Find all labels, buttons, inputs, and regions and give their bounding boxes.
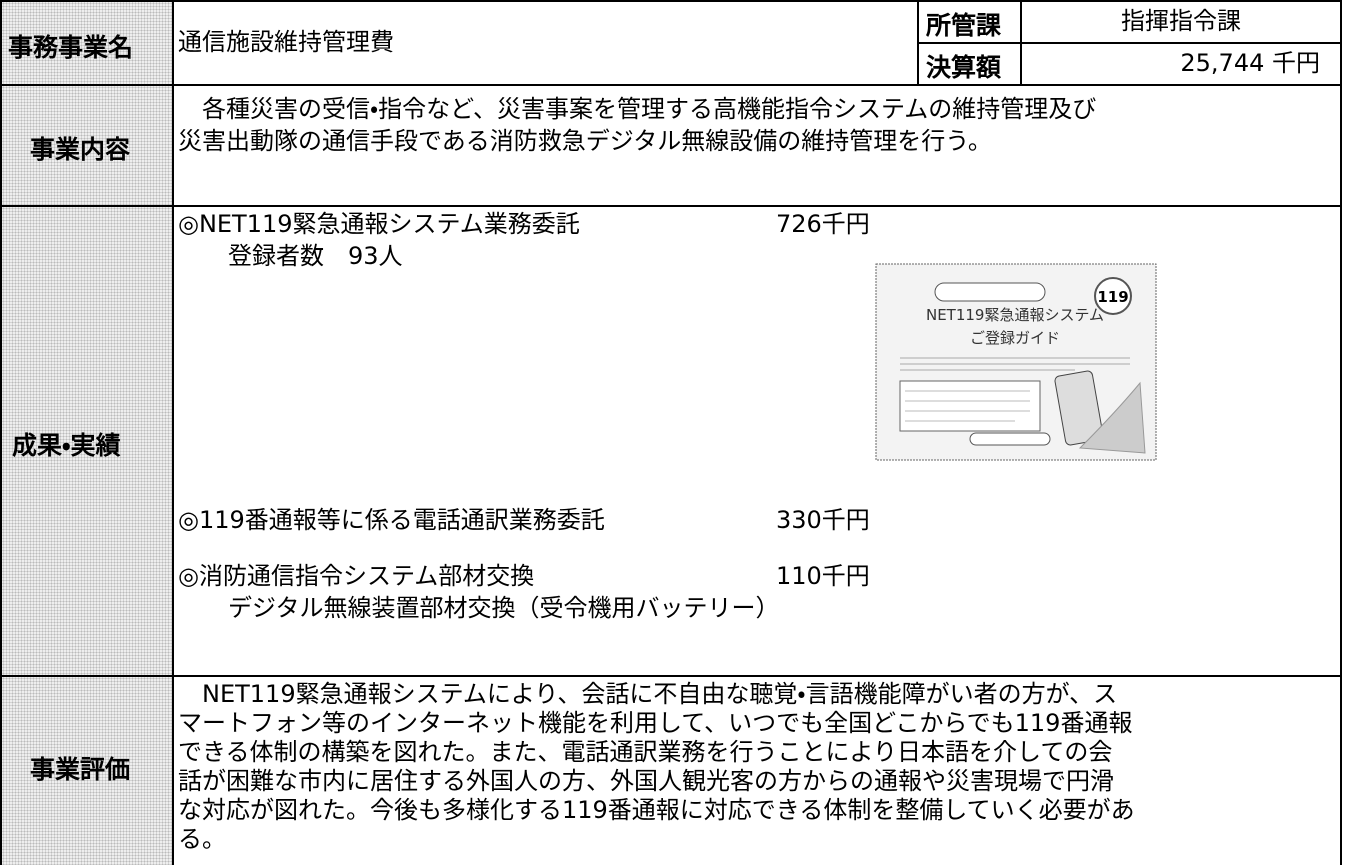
evaluation-line: 話が困難な市内に居住する外国人の方、外国人観光客の方からの通報や災害現場で円滑: [178, 767, 1114, 795]
dept: 指揮指令課: [1121, 7, 1241, 35]
label-cell: [0, 84, 174, 207]
item-title: ◎NET119緊急通報システム業務委託: [178, 210, 580, 238]
label-cell: [0, 205, 174, 677]
label-cell: [0, 675, 174, 865]
content-line: 災害出動隊の通信手段である消防救急デジタル無線設備の維持管理を行う。: [178, 127, 992, 155]
evaluation-label: 事業評価: [30, 755, 131, 784]
item-detail: デジタル無線装置部材交換（受令機用バッテリー）: [228, 594, 780, 622]
item-title: ◎消防通信指令システム部材交換: [178, 562, 535, 590]
guide-subtitle: ご登録ガイド: [970, 329, 1060, 347]
guide-image: 119 NET119緊急通報システム ご登録ガイド: [875, 263, 1157, 461]
evaluation-line: な対応が図れた。今後も多様化する119番通報に対応できる体制を整備していく必要が…: [178, 796, 1135, 824]
evaluation-line: NET119緊急通報システムにより、会話に不自由な聴覚・言語機能障がい者の方が、…: [178, 680, 1118, 708]
item-amount: 330千円: [776, 506, 870, 534]
evaluation-line: マートフォン等のインターネット機能を利用して、いつでも全国どこからでも119番通…: [178, 709, 1133, 737]
item-title: ◎119番通報等に係る電話通訳業務委託: [178, 506, 605, 534]
content-line: 各種災害の受信・指令など、災害事案を管理する高機能指令システムの維持管理及び: [178, 95, 1097, 123]
guide-title: NET119緊急通報システム: [926, 306, 1104, 324]
evaluation-line: できる体制の構築を図れた。また、電話通訳業務を行うことにより日本語を介しての会: [178, 738, 1113, 766]
content-label: 事業内容: [30, 135, 131, 164]
amount-label: 決算額: [926, 53, 1002, 82]
amount: 25,744 千円: [1180, 49, 1320, 77]
dept-label: 所管課: [926, 11, 1002, 40]
label-cell: [0, 0, 174, 86]
item-amount: 110千円: [776, 562, 870, 590]
results-label: 成果・実績: [12, 431, 121, 460]
evaluation-cell: [172, 675, 1342, 865]
badge: 119: [1097, 288, 1128, 306]
name: 通信施設維持管理費: [178, 28, 394, 56]
item-detail: 登録者数 93人: [228, 242, 403, 270]
name-label: 事務事業名: [8, 33, 134, 62]
item-amount: 726千円: [776, 210, 870, 238]
evaluation-line: る。: [178, 825, 226, 853]
